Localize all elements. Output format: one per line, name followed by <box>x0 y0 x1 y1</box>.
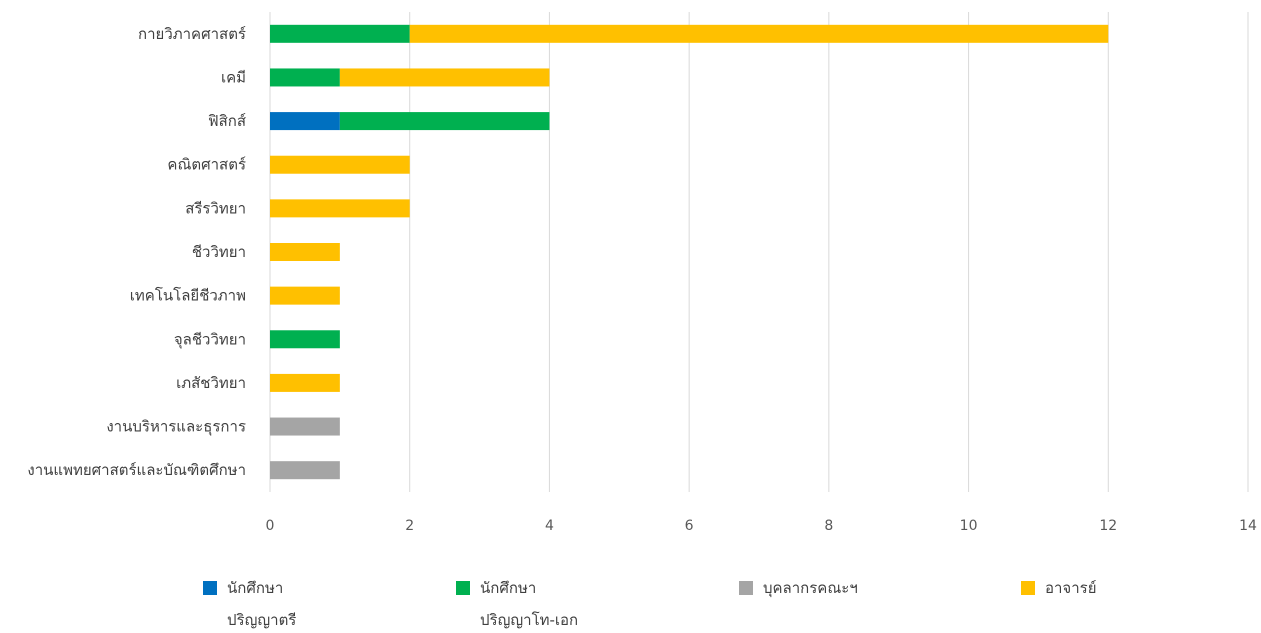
legend-swatch <box>203 581 217 595</box>
tick-labels: 0 2 4 6 8 10 12 14 <box>266 518 1257 534</box>
legend-label: อาจารย์ <box>1045 579 1097 597</box>
x-tick-label: 10 <box>960 518 978 534</box>
bar-segment <box>270 461 340 480</box>
bar-segment <box>270 286 340 305</box>
bar-segment <box>270 417 340 436</box>
x-tick-label: 12 <box>1099 518 1117 534</box>
category-label: ฟิสิกส์ <box>208 112 246 130</box>
bar-segment <box>339 68 550 87</box>
bar-segment <box>270 155 410 174</box>
category-label: งานแพทยศาสตร์และบัณฑิตศึกษา <box>27 461 246 479</box>
category-label: เทคโนโลยีชีวภาพ <box>130 287 246 305</box>
bar-segment <box>270 199 410 218</box>
legend-label-line2: ปริญญาโท-เอก <box>480 611 579 629</box>
bar-segment <box>270 68 340 87</box>
category-label: ชีววิทยา <box>192 243 246 261</box>
bar-segment <box>270 112 340 131</box>
x-tick-label: 0 <box>266 518 275 534</box>
legend-label: นักศึกษา <box>480 579 537 597</box>
x-tick-label: 8 <box>824 518 833 534</box>
category-label: คณิตศาสตร์ <box>167 156 246 174</box>
legend-label-line2: ปริญญาตรี <box>227 611 297 629</box>
category-label: กายวิภาคศาสตร์ <box>138 25 246 43</box>
bar-segment <box>270 243 340 261</box>
category-labels: กายวิภาคศาสตร์เคมีฟิสิกส์คณิตศาสตร์สรีรว… <box>27 25 246 479</box>
bar-segment <box>270 24 410 43</box>
legend-label: นักศึกษา <box>227 579 284 597</box>
category-label: งานบริหารและธุรการ <box>106 418 246 437</box>
legend-swatch <box>739 581 753 595</box>
gridlines <box>269 12 1249 492</box>
bar-chart: กายวิภาคศาสตร์เคมีฟิสิกส์คณิตศาสตร์สรีรว… <box>27 12 1257 534</box>
x-tick-label: 2 <box>405 518 414 534</box>
x-tick-label: 4 <box>545 518 554 534</box>
category-label: เภสัชวิทยา <box>176 374 246 392</box>
bar-segment <box>339 112 550 131</box>
legend: นักศึกษา ปริญญาตรี นักศึกษา ปริญญาโท-เอก… <box>0 570 1261 633</box>
legend-label: บุคลากรคณะฯ <box>763 579 858 597</box>
category-label: จุลชีววิทยา <box>174 330 246 349</box>
x-tick-label: 14 <box>1239 518 1257 534</box>
legend-swatch <box>456 581 470 595</box>
x-tick-label: 6 <box>685 518 694 534</box>
legend-swatch <box>1021 581 1035 595</box>
category-label: เคมี <box>221 68 246 86</box>
bar-segment <box>409 24 1109 43</box>
bars <box>270 24 1109 480</box>
bar-segment <box>270 330 340 349</box>
bar-segment <box>270 373 340 392</box>
category-label: สรีรวิทยา <box>185 199 246 217</box>
